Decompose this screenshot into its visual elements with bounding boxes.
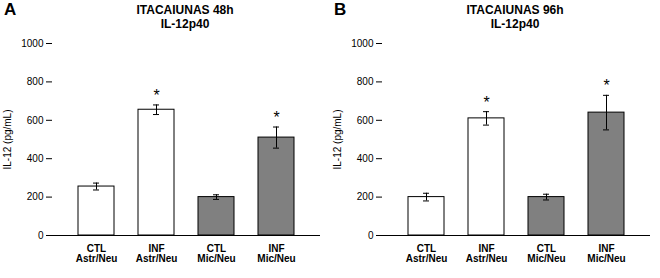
svg-text:1000: 1000	[351, 38, 374, 49]
svg-text:INFAstr/Neu: INFAstr/Neu	[466, 243, 508, 264]
svg-text:200: 200	[357, 191, 374, 202]
svg-text:*: *	[483, 94, 489, 111]
svg-text:CTLAstr/Neu: CTLAstr/Neu	[76, 243, 118, 264]
svg-text:IL-12 (pg/mL): IL-12 (pg/mL)	[332, 109, 343, 169]
svg-text:0: 0	[38, 230, 44, 241]
svg-text:IL-12 (pg/mL): IL-12 (pg/mL)	[2, 109, 13, 169]
svg-text:600: 600	[27, 115, 44, 126]
svg-text:200: 200	[27, 191, 44, 202]
svg-text:400: 400	[27, 153, 44, 164]
svg-text:INFMic/Neu: INFMic/Neu	[257, 243, 295, 264]
svg-text:*: *	[153, 87, 159, 104]
svg-text:INFAstr/Neu: INFAstr/Neu	[136, 243, 178, 264]
svg-text:CTLAstr/Neu: CTLAstr/Neu	[406, 243, 448, 264]
html-text:IL-12p40: IL-12p40	[160, 17, 210, 31]
svg-text:800: 800	[357, 76, 374, 87]
html-text:B: B	[334, 0, 347, 19]
svg-text:CTLMic/Neu: CTLMic/Neu	[197, 243, 235, 264]
svg-text:0: 0	[368, 230, 374, 241]
svg-text:600: 600	[357, 115, 374, 126]
svg-text:1000: 1000	[21, 38, 44, 49]
svg-text:400: 400	[357, 153, 374, 164]
html-text:ITACAIUNAS 96h: ITACAIUNAS 96h	[466, 3, 564, 17]
svg-text:CTLMic/Neu: CTLMic/Neu	[527, 243, 565, 264]
html-text:ITACAIUNAS 48h: ITACAIUNAS 48h	[136, 3, 234, 17]
svg-text:*: *	[603, 77, 609, 94]
svg-text:800: 800	[27, 76, 44, 87]
html-text:IL-12p40: IL-12p40	[490, 17, 540, 31]
svg-text:INFMic/Neu: INFMic/Neu	[587, 243, 625, 264]
svg-text:*: *	[273, 109, 279, 126]
html-text:A: A	[4, 0, 17, 19]
